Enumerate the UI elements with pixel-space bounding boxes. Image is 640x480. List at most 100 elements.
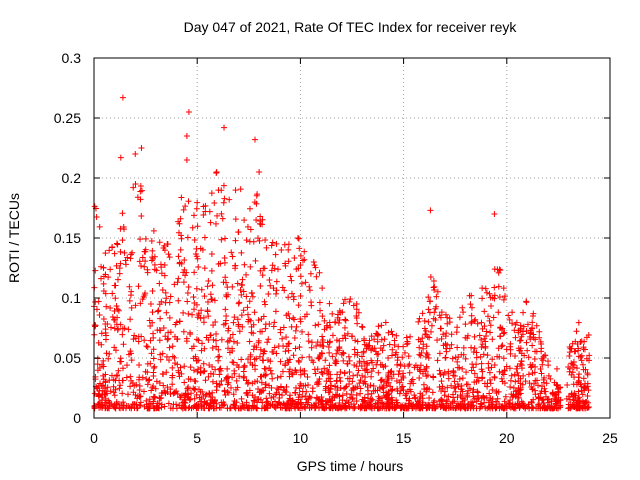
- data-point: [297, 399, 304, 406]
- data-point: [189, 311, 196, 318]
- data-point: [216, 353, 223, 360]
- data-point: [377, 345, 384, 352]
- data-point: [220, 321, 227, 328]
- data-point: [255, 235, 262, 242]
- data-point: [190, 212, 197, 219]
- data-point: [368, 346, 375, 353]
- data-point: [273, 278, 280, 285]
- data-point: [161, 272, 168, 279]
- data-point: [540, 399, 547, 406]
- data-point: [271, 398, 278, 405]
- data-point: [457, 405, 464, 412]
- data-point: [187, 364, 194, 371]
- data-point: [358, 323, 365, 330]
- data-point: [97, 380, 104, 387]
- data-point: [508, 391, 515, 398]
- data-point: [137, 183, 144, 190]
- data-point: [301, 370, 308, 377]
- data-point: [445, 368, 452, 375]
- data-point: [176, 373, 183, 380]
- data-point: [311, 403, 318, 410]
- data-point: [437, 370, 444, 377]
- data-point: [570, 364, 577, 371]
- data-point: [525, 371, 532, 378]
- data-point: [468, 320, 475, 327]
- data-point: [453, 329, 460, 336]
- data-point: [277, 326, 284, 333]
- data-point: [127, 348, 134, 355]
- data-point: [158, 264, 165, 271]
- data-point: [274, 401, 281, 408]
- data-point: [566, 353, 573, 360]
- data-point: [405, 353, 412, 360]
- x-tick-label: 25: [602, 430, 618, 446]
- data-point: [581, 338, 588, 345]
- data-point: [367, 382, 374, 389]
- data-point: [372, 348, 379, 355]
- data-point: [270, 393, 277, 400]
- data-point: [295, 396, 302, 403]
- data-point: [528, 405, 535, 412]
- data-point: [393, 397, 400, 404]
- data-point: [218, 399, 225, 406]
- data-point: [271, 265, 278, 272]
- data-point: [210, 371, 217, 378]
- data-point: [96, 223, 103, 230]
- data-point: [336, 338, 343, 345]
- data-point: [324, 366, 331, 373]
- data-point: [310, 258, 317, 265]
- data-point: [176, 220, 183, 227]
- data-point: [385, 355, 392, 362]
- data-point: [428, 322, 435, 329]
- data-point: [472, 316, 479, 323]
- data-point: [516, 404, 523, 411]
- data-point: [179, 405, 186, 412]
- data-point: [170, 401, 177, 408]
- data-point: [266, 365, 273, 372]
- data-point: [508, 372, 515, 379]
- data-point: [208, 190, 215, 197]
- data-point: [166, 357, 173, 364]
- data-point: [463, 369, 470, 376]
- data-point: [273, 290, 280, 297]
- data-point: [169, 405, 176, 412]
- data-point: [372, 400, 379, 407]
- data-point: [208, 267, 215, 274]
- data-point: [272, 251, 279, 258]
- data-point: [285, 347, 292, 354]
- data-point: [481, 335, 488, 342]
- data-point: [459, 304, 466, 311]
- data-point: [171, 389, 178, 396]
- data-point: [547, 375, 554, 382]
- data-point: [537, 390, 544, 397]
- data-point: [465, 387, 472, 394]
- data-point: [243, 271, 250, 278]
- data-point: [150, 369, 157, 376]
- data-point: [241, 364, 248, 371]
- data-point: [234, 339, 241, 346]
- data-point: [575, 374, 582, 381]
- data-point: [108, 324, 115, 331]
- data-point: [564, 381, 571, 388]
- data-point: [119, 377, 126, 384]
- data-point: [426, 298, 433, 305]
- data-point: [143, 343, 150, 350]
- data-point: [191, 402, 198, 409]
- data-point: [333, 358, 340, 365]
- data-point: [193, 301, 200, 308]
- data-point: [183, 338, 190, 345]
- data-point: [267, 282, 274, 289]
- data-point: [486, 290, 493, 297]
- data-point: [222, 306, 229, 313]
- data-point: [347, 296, 354, 303]
- data-point: [480, 351, 487, 358]
- data-point: [305, 338, 312, 345]
- data-point: [537, 338, 544, 345]
- data-point: [468, 304, 475, 311]
- data-point: [221, 259, 228, 266]
- data-point: [156, 379, 163, 386]
- data-point: [215, 187, 222, 194]
- data-point: [421, 317, 428, 324]
- data-point: [329, 405, 336, 412]
- data-point: [190, 367, 197, 374]
